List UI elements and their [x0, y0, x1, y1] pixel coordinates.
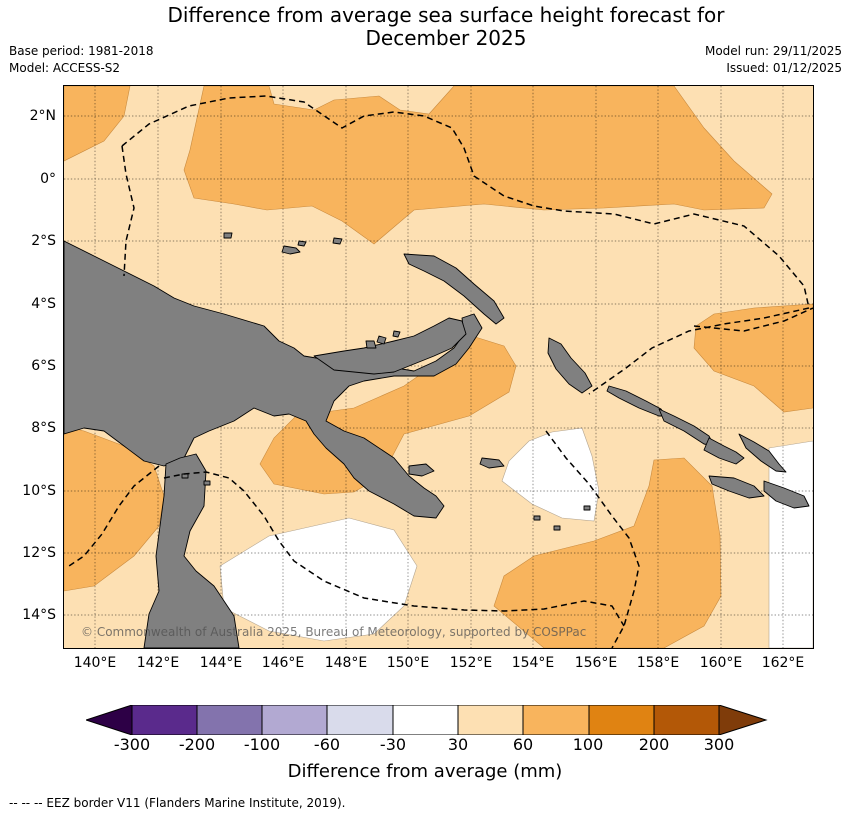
- colorbar-tick: 200: [638, 735, 670, 754]
- lat-label: 14°S: [22, 607, 56, 623]
- colorbar-bin: [131, 705, 198, 735]
- north-central-anomaly-band: [183, 86, 773, 245]
- colorbar-arrow-high: [718, 705, 768, 735]
- title-line-2: December 2025: [365, 26, 527, 50]
- lon-label: 154°E: [511, 655, 555, 671]
- colorbar-tick: 30: [447, 735, 469, 754]
- meta-right: Model run: 29/11/2025 Issued: 01/12/2025: [705, 43, 842, 77]
- north-west-anomaly-patch: [64, 86, 131, 162]
- choiceball-island: [606, 385, 667, 417]
- colorbar-tick: -300: [113, 735, 151, 754]
- lon-label: 144°E: [199, 655, 243, 671]
- copyright-notice: © Commonwealth of Australia 2025, Bureau…: [81, 625, 587, 639]
- guadalcanal-island: [703, 437, 745, 465]
- bougainville-island: [547, 337, 593, 394]
- lat-label: 8°S: [31, 420, 56, 436]
- colorbar-bin: [588, 705, 655, 735]
- trobriand-islands: [479, 457, 505, 469]
- santa-cruz-islands: [763, 480, 810, 509]
- northern-islets: [223, 232, 343, 247]
- lon-label: 148°E: [324, 655, 368, 671]
- new-ireland-island: [403, 253, 505, 325]
- colorbar-tick: 300: [703, 735, 735, 754]
- lon-label: 146°E: [261, 655, 305, 671]
- model-run: Model run: 29/11/2025: [704, 44, 842, 58]
- malaita-island: [738, 433, 787, 473]
- south-near-normal-patch: [219, 517, 418, 642]
- san-cristobal-island: [708, 475, 765, 499]
- lon-label: 152°E: [449, 655, 493, 671]
- eez-borders: [68, 95, 813, 648]
- lat-label: 10°S: [22, 483, 56, 499]
- colorbar-tick: -100: [243, 735, 281, 754]
- louisiade-islands: [408, 463, 435, 477]
- title-line-1: Difference from average sea surface heig…: [167, 3, 725, 27]
- lon-label: 140°E: [73, 655, 117, 671]
- png-australia-eez-border: [121, 145, 135, 277]
- map-panel: [63, 85, 814, 649]
- eez-footnote: -- -- -- EEZ border V11 (Flanders Marine…: [9, 796, 346, 810]
- colorbar-arrow-low: [86, 705, 133, 735]
- colorbar-tick: -60: [313, 735, 341, 754]
- coral-sea-islets: [533, 505, 591, 531]
- colorbar-bin: [392, 705, 459, 735]
- lat-label: 0°: [40, 171, 56, 187]
- colorbar-bin: [522, 705, 590, 735]
- meta-left: Base period: 1981-2018 Model: ACCESS-S2: [9, 43, 154, 77]
- lat-label: 2°S: [31, 233, 56, 249]
- colorbar: [86, 705, 768, 735]
- central-anomaly-patch: [259, 335, 517, 495]
- land-masses: [64, 232, 810, 648]
- south-east-anomaly-patch: [493, 457, 722, 648]
- base-period: Base period: 1981-2018: [9, 44, 154, 58]
- east-near-normal-patch: [501, 427, 600, 522]
- colorbar-bin: [457, 705, 524, 735]
- colorbar-tick: -200: [178, 735, 216, 754]
- issued-date: Issued: 01/12/2025: [726, 61, 842, 75]
- cape-york-peninsula: [143, 453, 240, 648]
- map-title: Difference from average sea surface heig…: [0, 4, 850, 50]
- lon-label: 142°E: [136, 655, 180, 671]
- lat-label: 6°S: [31, 358, 56, 374]
- east-edge-near-normal-patch: [768, 440, 813, 648]
- lon-label: 158°E: [636, 655, 680, 671]
- colorbar-tick: -30: [379, 735, 407, 754]
- colorbar-tick: 100: [572, 735, 604, 754]
- anomaly-60-100-regions: [64, 86, 813, 648]
- colorbar-label: Difference from average (mm): [287, 761, 563, 782]
- coral-sea-eez-border: [68, 465, 160, 567]
- lon-label: 160°E: [699, 655, 743, 671]
- manus-island: [281, 245, 301, 255]
- east-anomaly-patch: [693, 303, 813, 413]
- bismarck-small-islands: [365, 330, 401, 349]
- santa-isabel-island: [658, 408, 715, 447]
- solomons-eez-border: [545, 430, 640, 648]
- lon-label: 162°E: [761, 655, 805, 671]
- png-indonesia-eez-border: [121, 95, 810, 395]
- lon-label: 150°E: [386, 655, 430, 671]
- model-name: Model: ACCESS-S2: [9, 61, 121, 75]
- lat-label: 4°S: [31, 296, 56, 312]
- lon-label: 156°E: [574, 655, 618, 671]
- colorbar-bin: [196, 705, 263, 735]
- colorbar-bin: [653, 705, 720, 735]
- map-canvas: [64, 86, 813, 648]
- lat-label: 12°S: [22, 545, 56, 561]
- colorbar-bin: [326, 705, 394, 735]
- colorbar-tick: 60: [512, 735, 534, 754]
- lat-label: 2°N: [29, 108, 56, 124]
- colorbar-bin: [261, 705, 328, 735]
- new-guinea-landmass: [64, 240, 483, 519]
- near-normal-regions: [219, 427, 813, 648]
- vanuatu-eez-border: [693, 307, 813, 332]
